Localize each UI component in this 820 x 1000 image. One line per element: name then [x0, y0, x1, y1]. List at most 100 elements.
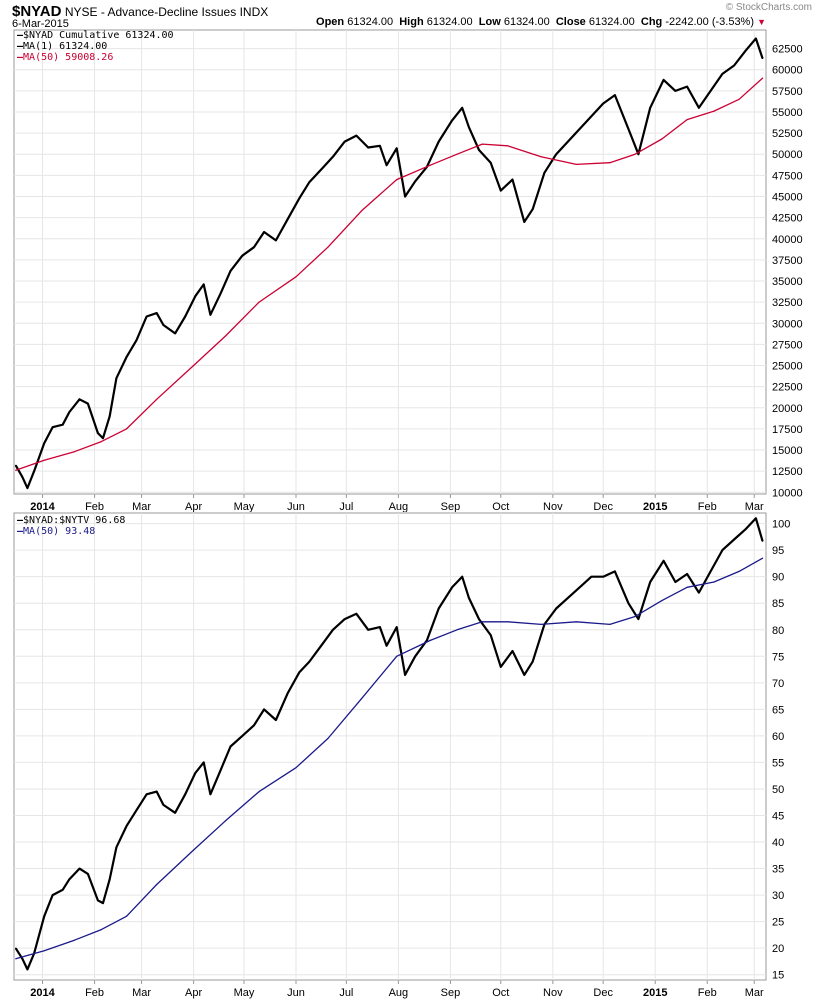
data-point	[115, 846, 117, 848]
data-point	[490, 162, 492, 164]
data-point	[567, 141, 569, 143]
data-point	[125, 825, 128, 827]
data-point	[602, 102, 604, 105]
data-point	[275, 719, 277, 721]
data-point	[146, 793, 148, 795]
data-point	[21, 958, 23, 960]
data-point	[43, 950, 45, 952]
data-point	[156, 398, 158, 400]
data-point	[97, 432, 99, 434]
data-point	[52, 894, 54, 896]
data-point	[614, 94, 616, 96]
data-point	[344, 618, 346, 620]
data-point	[511, 179, 514, 181]
data-point	[506, 145, 509, 147]
legend-swatch: —	[17, 30, 24, 41]
x-tick-label: Jun	[287, 987, 305, 999]
data-point	[755, 517, 757, 519]
data-point	[109, 415, 111, 417]
data-point	[253, 246, 255, 248]
nyad-legend: —$NYAD Cumulative 61324.00 —MA(1) 61324.0…	[17, 30, 174, 63]
data-point	[456, 629, 458, 631]
data-point	[287, 692, 289, 694]
legend-text: $NYAD Cumulative 61324.00	[23, 30, 174, 41]
data-point	[332, 629, 334, 631]
y-tick-label: 12500	[772, 466, 803, 478]
data-point	[43, 915, 45, 917]
data-point	[627, 128, 630, 130]
data-point	[396, 147, 398, 149]
y-tick-label: 62500	[772, 44, 803, 56]
data-point	[686, 119, 688, 121]
y-tick-label: 15000	[772, 445, 803, 457]
y-tick-label: 30	[772, 890, 784, 902]
data-point	[229, 270, 232, 272]
x-tick-label: Sep	[441, 501, 461, 512]
data-point	[146, 315, 148, 318]
data-point	[355, 613, 357, 615]
data-point	[320, 168, 322, 171]
chart-header: $NYAD NYSE - Advance-Decline Issues INDX	[12, 3, 820, 20]
data-point	[414, 180, 416, 182]
data-point	[360, 698, 363, 700]
data-point	[500, 190, 502, 192]
y-tick-label: 40000	[772, 234, 803, 246]
x-tick-label: Aug	[389, 987, 409, 999]
y-tick-label: 90	[772, 572, 784, 584]
data-point	[308, 181, 310, 183]
data-point	[174, 812, 176, 814]
close-value: 61324.00	[588, 16, 635, 28]
legend-text: MA(50) 59008.26	[23, 52, 114, 63]
y-tick-label: 85	[772, 598, 784, 610]
data-point	[609, 162, 611, 164]
data-point	[275, 239, 277, 241]
x-tick-label: Feb	[85, 501, 104, 512]
y-tick-label: 55000	[772, 107, 803, 119]
data-point	[686, 86, 688, 88]
data-point	[500, 666, 502, 668]
data-point	[755, 37, 757, 40]
data-point	[478, 149, 480, 151]
x-tick-label: Oct	[492, 987, 509, 999]
data-point	[332, 156, 334, 158]
legend-entry: —$NYAD Cumulative 61324.00	[17, 30, 174, 41]
data-point	[733, 64, 735, 67]
data-point	[762, 57, 764, 60]
data-point	[404, 674, 406, 676]
data-point	[62, 889, 64, 891]
low-label: Low	[478, 16, 501, 28]
x-tick-label: Nov	[543, 987, 563, 999]
legend-swatch: —	[17, 41, 24, 52]
data-point	[73, 451, 75, 453]
data-point	[43, 442, 45, 444]
data-point	[674, 581, 677, 583]
data-point	[540, 156, 542, 158]
close-label: Close	[555, 16, 586, 28]
data-point	[738, 98, 740, 100]
chg-value: -2242.00 (-3.53%)	[665, 16, 755, 28]
data-point	[26, 968, 28, 970]
data-point	[258, 791, 260, 793]
data-point	[575, 621, 577, 623]
y-tick-label: 42500	[772, 213, 803, 225]
symbol: $NYAD	[12, 3, 62, 20]
data-point	[379, 145, 381, 147]
x-tick-label: Sep	[441, 987, 461, 999]
data-point	[396, 179, 398, 181]
data-point	[386, 645, 388, 647]
y-tick-label: 95	[772, 545, 784, 557]
data-point	[567, 597, 569, 599]
data-point	[451, 119, 453, 121]
index-tag: INDX	[239, 5, 269, 19]
y-tick-label: 37500	[772, 255, 803, 267]
data-point	[203, 761, 205, 763]
x-tick-label: May	[234, 987, 255, 999]
series-line-1	[15, 77, 764, 471]
data-point	[649, 581, 651, 583]
y-tick-label: 75	[772, 651, 784, 663]
data-point	[661, 138, 663, 140]
data-point	[721, 549, 724, 551]
data-point	[224, 820, 227, 822]
data-point	[721, 73, 724, 75]
y-tick-label: 60000	[772, 65, 803, 77]
